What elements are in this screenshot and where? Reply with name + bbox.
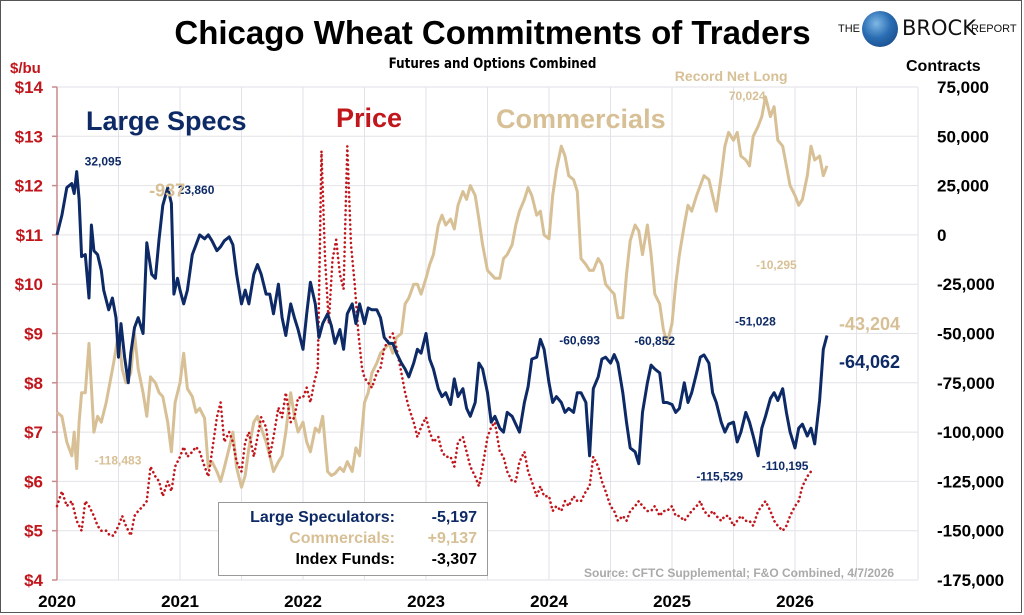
x-axis-ticks: 2020 2021 2022 2023 2024 2025 2026 — [38, 592, 814, 611]
globe-icon — [862, 11, 898, 47]
annotation-label: Record Net Long — [675, 68, 788, 84]
logo-report-text: REPORT — [971, 23, 1017, 35]
right-tick-label: -75,000 — [937, 374, 995, 393]
annotation-label: 70,024 — [729, 89, 766, 103]
annotation-label: 32,095 — [85, 155, 122, 169]
right-tick-label: -150,000 — [937, 522, 1004, 541]
left-tick-label: $6 — [24, 472, 43, 491]
legend-value: +9,137 — [427, 530, 477, 547]
legend-value: -5,197 — [431, 509, 477, 526]
chart-subtitle: Futures and Options Combined — [388, 56, 597, 72]
legend-key: Large Speculators: — [250, 509, 395, 526]
right-tick-label: -50,000 — [937, 325, 995, 344]
right-tick-label: -125,000 — [937, 472, 1004, 491]
right-tick-label: -25,000 — [937, 275, 995, 294]
logo-brock-text: BROCK — [902, 16, 976, 40]
annotation-label: -10,295 — [756, 258, 797, 272]
annotation-label: -43,204 — [839, 314, 900, 334]
annotation-label: -937 — [149, 181, 185, 201]
chart-title: Chicago Wheat Commitments of Traders — [174, 14, 811, 51]
x-tick-label: 2022 — [284, 592, 322, 611]
left-tick-label: $13 — [15, 127, 43, 146]
annotation-label: -64,062 — [839, 352, 900, 372]
annotation-label: -110,195 — [762, 459, 809, 473]
right-tick-label: -175,000 — [937, 571, 1004, 590]
x-tick-label: 2024 — [530, 592, 568, 611]
series-line-large-specs — [55, 170, 829, 466]
left-tick-label: $11 — [16, 226, 43, 245]
right-tick-label: 25,000 — [937, 177, 989, 196]
right-tick-label: 50,000 — [937, 127, 989, 146]
legend-key: Index Funds: — [295, 551, 395, 568]
series-line-commercials — [56, 95, 829, 489]
right-tick-label: 75,000 — [937, 78, 989, 97]
right-tick-label: 0 — [937, 226, 946, 245]
source-note: Source: CFTC Supplemental; F&O Combined,… — [584, 566, 895, 580]
left-tick-label: $10 — [15, 275, 43, 294]
left-tick-label: $14 — [15, 78, 44, 97]
annotation-label: -60,693 — [559, 334, 600, 348]
x-tick-label: 2026 — [776, 592, 814, 611]
x-tick-label: 2025 — [653, 592, 691, 611]
annotation-label: -118,483 — [95, 454, 142, 468]
annotation-layer: 32,095 23,860 -60,693 -60,852 -115,529 -51,02… — [85, 68, 900, 484]
series-line-price — [55, 144, 813, 537]
annotation-label: 23,860 — [178, 183, 215, 197]
left-tick-label: $9 — [24, 325, 43, 344]
x-tick-label: 2021 — [161, 592, 199, 611]
price-series-label: Price — [336, 103, 403, 133]
annotation-label: -51,028 — [735, 315, 776, 329]
left-tick-label: $8 — [24, 374, 43, 393]
x-tick-label: 2023 — [407, 592, 445, 611]
right-tick-label: -100,000 — [937, 423, 1004, 442]
legend-value: -3,307 — [431, 551, 477, 568]
annotation-label: -60,852 — [634, 334, 675, 348]
x-tick-label: 2020 — [38, 592, 76, 611]
brock-report-logo: THE BROCK REPORT — [838, 10, 1018, 50]
left-tick-label: $5 — [24, 522, 43, 541]
right-axis-ticks: -175,000 -150,000 -125,000 -100,000 -75,000 -… — [937, 78, 1004, 590]
left-tick-label: $7 — [24, 423, 43, 442]
left-tick-label: $4 — [24, 571, 43, 590]
right-axis-unit-label: Contracts — [906, 58, 981, 75]
legend-key: Commercials: — [289, 530, 395, 547]
legend-box: Large Speculators: -5,197 Commercials: +… — [218, 502, 488, 576]
logo-the-text: THE — [838, 23, 860, 35]
large-specs-series-label: Large Specs — [86, 106, 247, 136]
left-axis-unit-label: $/bu — [10, 60, 41, 77]
left-axis-ticks: $4 $5 $6 $7 $8 $9 $10 $11 $12 $13 $14 — [15, 78, 57, 590]
annotation-label: -115,529 — [696, 470, 743, 484]
series-layer — [55, 95, 829, 537]
commercials-series-label: Commercials — [496, 104, 666, 134]
left-tick-label: $12 — [15, 177, 43, 196]
